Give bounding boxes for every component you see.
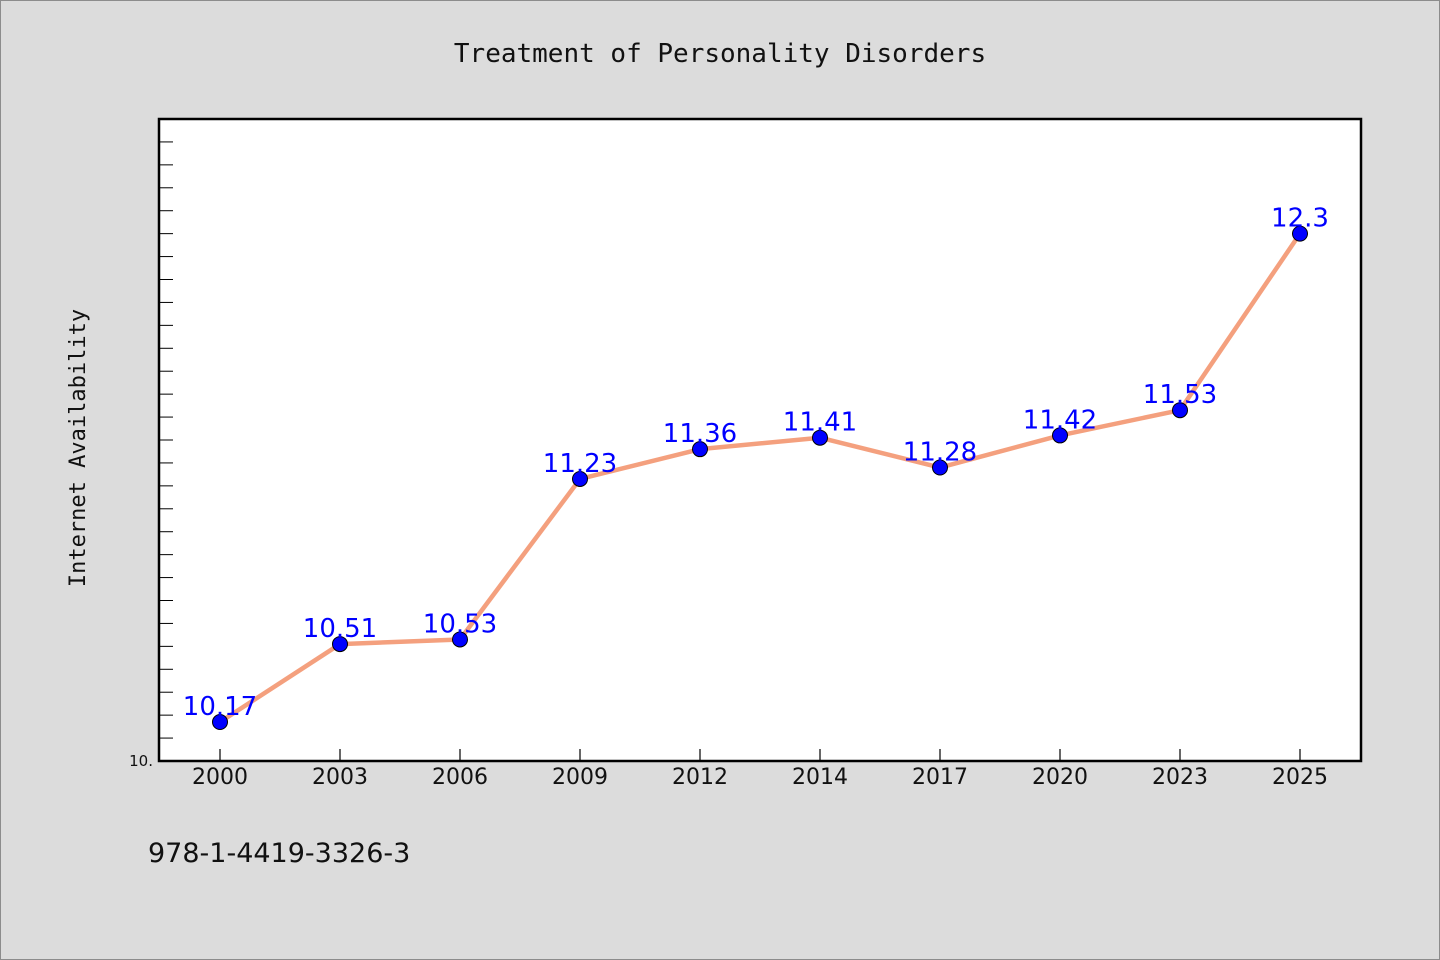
x-tick-label: 2012 bbox=[672, 765, 728, 790]
data-label: 11.53 bbox=[1143, 380, 1217, 410]
x-tick-label: 2017 bbox=[912, 765, 968, 790]
x-tick-label: 2025 bbox=[1272, 765, 1328, 790]
data-point bbox=[692, 441, 708, 458]
data-label: 11.42 bbox=[1023, 405, 1097, 435]
x-tick-label: 2006 bbox=[432, 765, 488, 790]
data-label: 10.53 bbox=[423, 609, 497, 639]
y-axis-ticks bbox=[159, 141, 173, 739]
x-axis-ticks: 2000 2003 2006 2009 2012 2014 2017 2020 2023 2025 bbox=[192, 749, 1328, 790]
x-tick-label: 2009 bbox=[552, 765, 608, 790]
data-label: 12.3 bbox=[1271, 204, 1329, 234]
footer-isbn: 978-1-4419-3326-3 bbox=[148, 838, 410, 869]
data-point bbox=[332, 636, 348, 653]
series-layer: 10.17 10.51 10.53 11.23 11.36 11.41 11.28 11.42… bbox=[183, 204, 1329, 731]
x-tick-label: 2003 bbox=[312, 765, 368, 790]
chart-title: Treatment of Personality Disorders bbox=[454, 39, 986, 69]
plot-area bbox=[157, 117, 1363, 763]
series-line bbox=[218, 232, 1302, 724]
data-point bbox=[932, 459, 948, 476]
x-tick-label: 2014 bbox=[792, 765, 848, 790]
data-label: 11.28 bbox=[903, 438, 977, 468]
data-point bbox=[1172, 402, 1188, 419]
data-point bbox=[212, 714, 228, 731]
data-point bbox=[452, 631, 468, 648]
data-label: 10.17 bbox=[183, 692, 257, 722]
data-point bbox=[572, 470, 588, 487]
data-point bbox=[1292, 225, 1308, 242]
data-label: 11.36 bbox=[663, 419, 737, 449]
y-axis-label: Internet Availability bbox=[66, 309, 91, 587]
data-point bbox=[812, 429, 828, 446]
data-label: 10.51 bbox=[303, 614, 377, 644]
data-label: 11.23 bbox=[543, 449, 617, 479]
x-tick-label: 2000 bbox=[192, 765, 248, 790]
data-label: 11.41 bbox=[783, 408, 857, 438]
data-point bbox=[1052, 427, 1068, 444]
x-tick-label: 2020 bbox=[1032, 765, 1088, 790]
x-tick-label: 2023 bbox=[1152, 765, 1208, 790]
y-tick-label-0: 10. bbox=[129, 752, 153, 770]
